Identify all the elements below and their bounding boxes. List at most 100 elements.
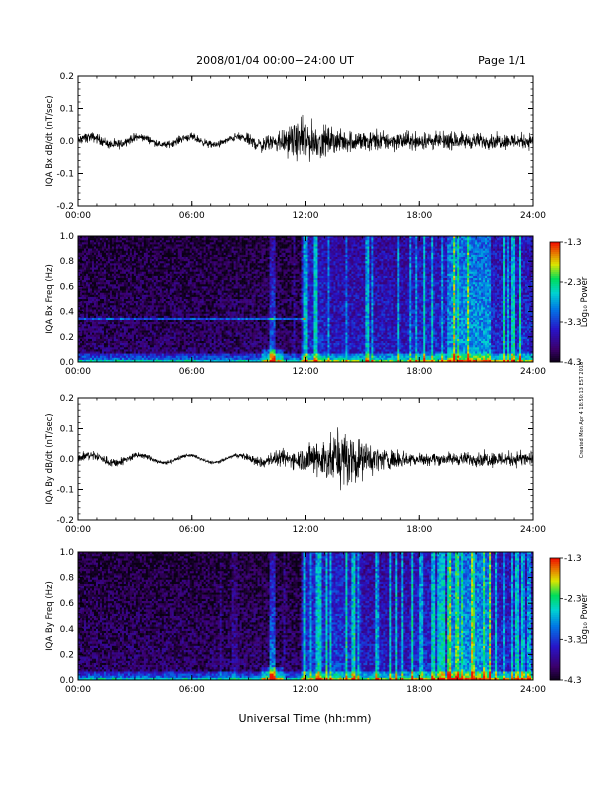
heatmap-cell — [107, 252, 111, 256]
heatmap-cell — [183, 288, 187, 291]
heatmap-cell — [157, 248, 161, 251]
heatmap-cell — [207, 347, 211, 350]
heatmap-cell — [221, 324, 224, 327]
heatmap-cell — [191, 351, 195, 354]
heatmap-cell — [155, 254, 159, 258]
heatmap-cell — [215, 315, 218, 319]
heatmap-cell — [223, 248, 226, 251]
heatmap-cell — [87, 286, 91, 289]
heatmap-cell — [95, 288, 99, 291]
heatmap-cell — [119, 330, 123, 333]
heatmap-cell — [119, 275, 123, 279]
heatmap-cell — [149, 259, 153, 262]
heatmap-cell — [125, 236, 129, 239]
heatmap-cell — [93, 273, 97, 277]
heatmap-cell — [237, 236, 240, 239]
heatmap-cell — [127, 301, 131, 304]
heatmap-cell — [191, 334, 195, 338]
heatmap-cell — [85, 296, 89, 300]
heatmap-cell — [193, 252, 197, 256]
heatmap-cell — [135, 244, 139, 247]
heatmap-cell — [87, 254, 91, 258]
heatmap-cell — [80, 242, 83, 245]
heatmap-cell — [141, 317, 145, 321]
heatmap-cell — [115, 311, 119, 314]
heatmap-cell — [167, 320, 171, 323]
heatmap-cell — [115, 269, 119, 272]
heatmap-cell — [179, 343, 183, 346]
heatmap-cell — [187, 338, 191, 342]
heatmap-cell — [203, 236, 207, 239]
heatmap-cell — [151, 311, 155, 314]
heatmap-cell — [123, 282, 127, 285]
heatmap-cell — [127, 271, 131, 275]
heatmap-cell — [103, 313, 107, 317]
heatmap-cell — [135, 311, 139, 314]
heatmap-cell — [87, 349, 91, 352]
heatmap-cell — [211, 322, 215, 325]
heatmap-cell — [131, 322, 135, 325]
heatmap-cell — [217, 284, 220, 287]
heatmap-cell — [155, 303, 159, 306]
heatmap-cell — [141, 286, 145, 289]
heatmap-cell — [151, 315, 155, 319]
heatmap-cell — [133, 343, 137, 346]
heatmap-cell — [81, 328, 85, 331]
heatmap-cell — [231, 349, 234, 352]
heatmap-cell — [137, 296, 141, 300]
heatmap-cell — [113, 271, 117, 275]
heatmap-cell — [209, 351, 213, 354]
heatmap-cell — [169, 242, 173, 245]
heatmap-cell — [121, 355, 125, 359]
heatmap-cell — [133, 296, 137, 300]
heatmap-cell — [123, 305, 127, 308]
heatmap-cell — [78, 257, 81, 260]
heatmap-cell — [165, 303, 169, 306]
heatmap-cell — [193, 290, 197, 293]
heatmap-cell — [131, 303, 135, 306]
heatmap-cell — [119, 313, 123, 317]
heatmap-cell — [143, 343, 147, 346]
heatmap-cell — [153, 248, 157, 251]
heatmap-cell — [139, 332, 143, 335]
heatmap-cell — [115, 328, 119, 331]
heatmap-cell — [155, 261, 159, 264]
heatmap-cell — [113, 288, 117, 291]
heatmap-cell — [103, 320, 107, 323]
heatmap-cell — [177, 244, 181, 247]
heatmap-cell — [173, 294, 177, 298]
heatmap-cell — [147, 290, 151, 293]
heatmap-cell — [155, 307, 159, 310]
heatmap-cell — [189, 250, 193, 254]
heatmap-cell — [173, 269, 177, 272]
heatmap-cell — [179, 351, 183, 354]
heatmap-cell — [91, 252, 95, 256]
heatmap-cell — [87, 309, 91, 312]
heatmap-cell — [141, 246, 145, 249]
heatmap-cell — [173, 301, 177, 304]
heatmap-cell — [93, 290, 97, 293]
heatmap-cell — [211, 252, 215, 256]
heatmap-cell — [201, 267, 205, 270]
heatmap-cell — [87, 313, 91, 317]
heatmap-cell — [83, 332, 87, 335]
heatmap-cell — [143, 355, 147, 359]
heatmap-cell — [119, 315, 123, 319]
heatmap-cell — [217, 347, 220, 350]
heatmap-cell — [107, 332, 111, 335]
heatmap-cell — [125, 259, 129, 262]
heatmap-cell — [103, 311, 107, 314]
heatmap-cell — [235, 309, 238, 312]
heatmap-cell — [191, 294, 195, 298]
heatmap-cell — [201, 347, 205, 350]
heatmap-cell — [207, 311, 211, 314]
heatmap-cell — [167, 324, 171, 327]
heatmap-cell — [113, 311, 117, 314]
heatmap-cell — [123, 294, 127, 298]
heatmap-cell — [80, 263, 83, 266]
heatmap-cell — [129, 292, 133, 296]
heatmap-cell — [80, 252, 83, 256]
heatmap-cell — [189, 320, 193, 323]
heatmap-cell — [135, 296, 139, 300]
heatmap-cell — [171, 332, 175, 335]
